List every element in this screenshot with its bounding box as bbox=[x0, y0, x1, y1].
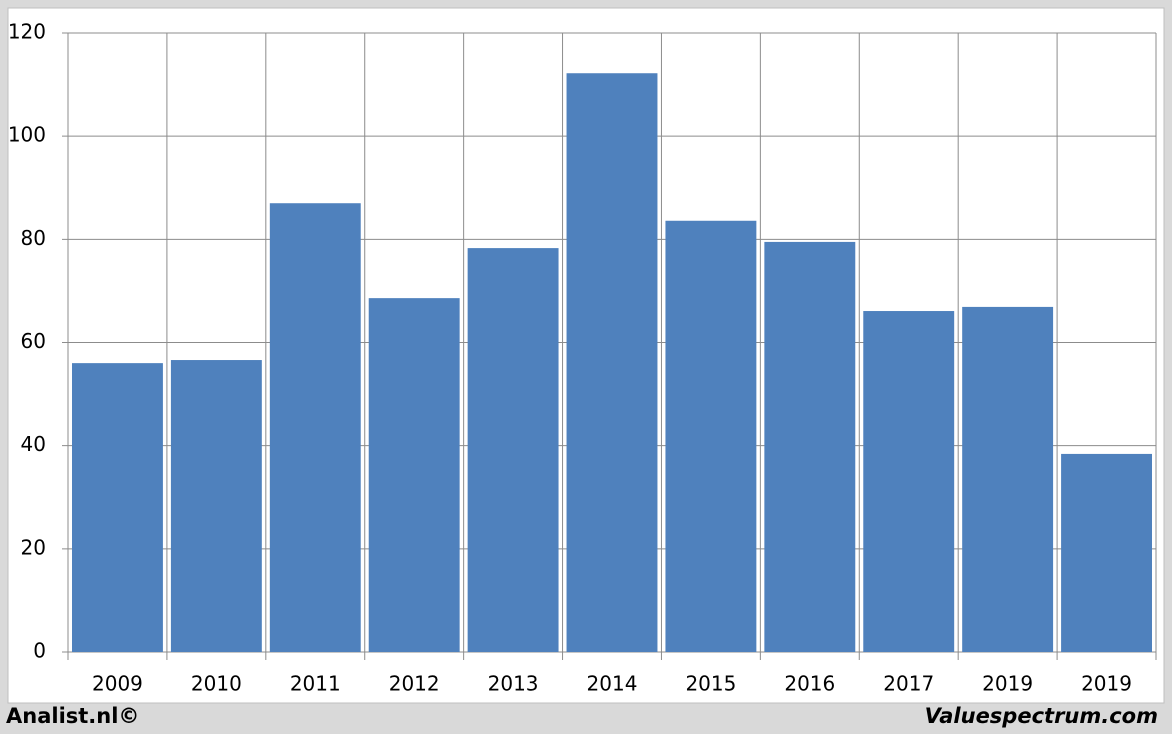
x-tick-label: 2019 bbox=[982, 672, 1033, 696]
footer-right: Valuespectrum.com bbox=[925, 704, 1158, 728]
bar bbox=[72, 363, 163, 652]
bar bbox=[665, 220, 757, 652]
bar bbox=[863, 311, 955, 652]
x-tick-label: 2017 bbox=[883, 672, 934, 696]
bar bbox=[962, 306, 1054, 652]
y-tick-label: 100 bbox=[8, 123, 46, 147]
y-tick-label: 0 bbox=[33, 639, 46, 663]
y-tick-label: 60 bbox=[21, 329, 46, 353]
bar bbox=[566, 73, 658, 653]
x-tick-label: 2019 bbox=[1081, 672, 1132, 696]
y-tick-label: 40 bbox=[21, 432, 46, 456]
y-tick-label: 20 bbox=[21, 535, 46, 559]
footer-left: Analist.nl© bbox=[6, 704, 139, 728]
x-tick-label: 2009 bbox=[92, 672, 143, 696]
y-tick-label: 120 bbox=[8, 20, 46, 44]
y-tick-label: 80 bbox=[21, 226, 46, 250]
x-tick-label: 2010 bbox=[191, 672, 242, 696]
bar bbox=[467, 248, 559, 653]
bar bbox=[269, 203, 361, 652]
bar bbox=[764, 241, 856, 652]
x-tick-label: 2015 bbox=[685, 672, 736, 696]
x-tick-label: 2014 bbox=[587, 672, 638, 696]
x-tick-label: 2012 bbox=[389, 672, 440, 696]
x-tick-label: 2013 bbox=[488, 672, 539, 696]
bar bbox=[1061, 453, 1152, 652]
bar bbox=[368, 298, 460, 652]
bar bbox=[170, 360, 262, 652]
x-tick-label: 2011 bbox=[290, 672, 341, 696]
x-tick-label: 2016 bbox=[784, 672, 835, 696]
